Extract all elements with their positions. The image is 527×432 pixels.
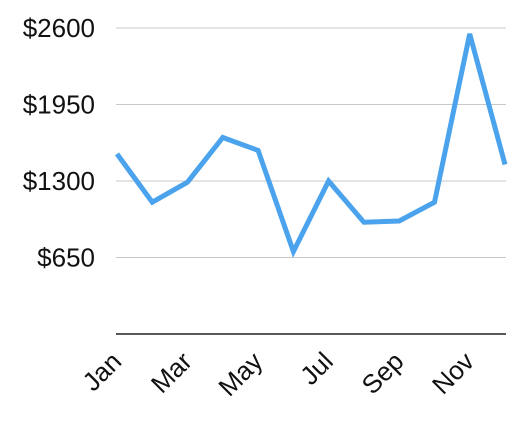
x-tick-label: Sep xyxy=(355,346,409,400)
x-axis-tick-labels: Jan Mar May Jul Sep Nov xyxy=(76,346,480,402)
x-tick-label: Jul xyxy=(294,346,339,391)
x-tick-label: Mar xyxy=(145,346,198,399)
x-tick-label: May xyxy=(212,346,268,402)
y-tick-label: $2600 xyxy=(23,13,95,43)
x-tick-label: Jan xyxy=(76,346,127,397)
y-tick-label: $1950 xyxy=(23,90,95,120)
series-line xyxy=(114,33,508,259)
y-tick-label: $1300 xyxy=(23,166,95,196)
y-axis-tick-labels: $650 $1300 $1950 $2600 xyxy=(23,13,95,273)
series-lines xyxy=(114,33,508,259)
x-tick-label: Nov xyxy=(426,346,480,400)
y-tick-label: $650 xyxy=(37,243,95,273)
